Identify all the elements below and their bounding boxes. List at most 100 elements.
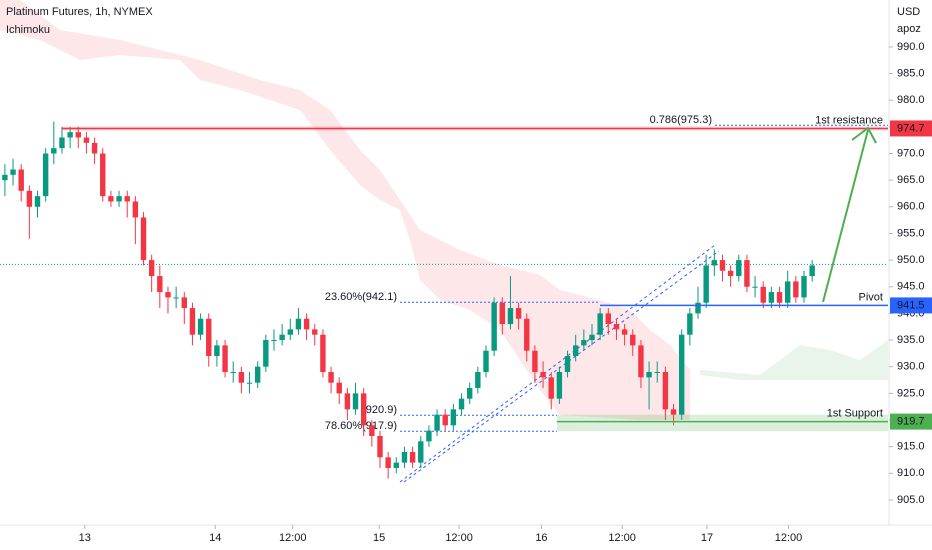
candle-body bbox=[336, 382, 342, 394]
level-price-label: 919.7 bbox=[897, 416, 925, 428]
candle-body bbox=[91, 142, 98, 154]
candle-body bbox=[18, 169, 24, 191]
candle-body bbox=[532, 350, 538, 373]
candle-body bbox=[51, 148, 57, 154]
candle-body bbox=[466, 388, 473, 399]
candle-body bbox=[409, 451, 416, 463]
y-tick-label: 965.0 bbox=[897, 174, 925, 186]
y-tick-label: 915.0 bbox=[897, 441, 925, 453]
candle-body bbox=[597, 313, 603, 335]
candle-body bbox=[548, 377, 554, 399]
candle-body bbox=[491, 302, 497, 351]
candle-body bbox=[34, 196, 41, 207]
candle-body bbox=[214, 345, 220, 357]
candle-body bbox=[662, 372, 669, 410]
candle-body bbox=[10, 169, 16, 175]
candle-body bbox=[352, 393, 359, 410]
candle-body bbox=[238, 372, 245, 383]
candle-body bbox=[581, 340, 587, 346]
level-price-label: 941.5 bbox=[897, 299, 925, 311]
candle-body bbox=[75, 132, 81, 138]
candle-body bbox=[271, 340, 277, 342]
x-tick-label: 13 bbox=[79, 532, 91, 544]
candle-body bbox=[630, 334, 636, 346]
y-tick-label: 960.0 bbox=[897, 201, 925, 213]
candle-body bbox=[418, 441, 424, 463]
candle-body bbox=[621, 329, 628, 335]
candle-body bbox=[206, 318, 212, 357]
candle-body bbox=[744, 260, 750, 287]
candle-body bbox=[646, 372, 652, 378]
chart-title: Platinum Futures, 1h, NYMEX bbox=[6, 6, 153, 18]
y-tick-label: 935.0 bbox=[897, 334, 925, 346]
candle-body bbox=[793, 281, 799, 298]
candle-body bbox=[458, 398, 465, 410]
candle-body bbox=[785, 281, 791, 303]
support-zone bbox=[557, 414, 888, 432]
candle-body bbox=[83, 137, 90, 143]
candle-body bbox=[801, 276, 807, 298]
candle-body bbox=[483, 350, 489, 373]
candle-body bbox=[360, 393, 367, 426]
candle-body bbox=[124, 196, 130, 202]
candle-body bbox=[369, 425, 375, 436]
candle-body bbox=[760, 286, 766, 303]
candle-body bbox=[695, 302, 701, 314]
candle-body bbox=[246, 382, 253, 384]
candle-body bbox=[768, 292, 775, 303]
candle-body bbox=[736, 260, 742, 277]
y-tick-label: 955.0 bbox=[897, 227, 925, 239]
y-tick-label: 950.0 bbox=[897, 254, 925, 266]
candle-body bbox=[42, 153, 49, 197]
fib-label: 78.60%(917.9) bbox=[325, 420, 397, 432]
y-tick-label: 925.0 bbox=[897, 387, 925, 399]
projection-arrow-head bbox=[851, 126, 877, 144]
candle-body bbox=[312, 329, 318, 335]
candle-body bbox=[638, 345, 644, 378]
candle-body bbox=[385, 457, 391, 468]
candle-body bbox=[752, 286, 758, 288]
candle-body bbox=[556, 372, 563, 399]
candle-body bbox=[148, 260, 155, 277]
candle-body bbox=[613, 324, 620, 330]
candle-body bbox=[703, 265, 709, 303]
candle-body bbox=[515, 308, 522, 319]
fib-label: (920.9) bbox=[362, 404, 397, 416]
candle-body bbox=[132, 201, 139, 218]
candle-body bbox=[654, 372, 660, 374]
candle-body bbox=[67, 132, 73, 138]
candle-body bbox=[295, 318, 302, 330]
y-tick-label: 945.0 bbox=[897, 281, 925, 293]
scale-mode: apoz bbox=[897, 23, 921, 35]
x-tick-label: 12:00 bbox=[279, 532, 307, 544]
candle-body bbox=[287, 329, 293, 335]
candle-body bbox=[59, 137, 65, 149]
level-name: Pivot bbox=[859, 291, 883, 303]
y-tick-label: 985.0 bbox=[897, 67, 925, 79]
ichimoku-cloud-bullish bbox=[700, 340, 888, 380]
level-price-box bbox=[890, 120, 932, 137]
x-tick-label: 12:00 bbox=[775, 532, 803, 544]
candle-body bbox=[572, 345, 579, 357]
fib-label: 23.60%(942.1) bbox=[325, 291, 397, 303]
fib-label: 0.786(975.3) bbox=[650, 114, 712, 126]
y-tick-label: 905.0 bbox=[897, 494, 925, 506]
candle-body bbox=[401, 451, 408, 463]
candle-body bbox=[719, 260, 726, 271]
candle-body bbox=[540, 372, 546, 378]
x-tick-label: 12:00 bbox=[608, 532, 636, 544]
candle-body bbox=[450, 409, 457, 426]
currency: USD bbox=[897, 6, 920, 18]
candle-body bbox=[320, 334, 326, 373]
candle-body bbox=[687, 313, 693, 335]
candle-body bbox=[279, 334, 285, 341]
candle-body bbox=[605, 313, 612, 325]
y-tick-label: 970.0 bbox=[897, 147, 925, 159]
candle-body bbox=[189, 308, 196, 335]
y-tick-label: 990.0 bbox=[897, 41, 925, 53]
projection-arrow bbox=[822, 129, 869, 303]
y-tick-label: 910.0 bbox=[897, 467, 925, 479]
candle-body bbox=[254, 366, 261, 383]
